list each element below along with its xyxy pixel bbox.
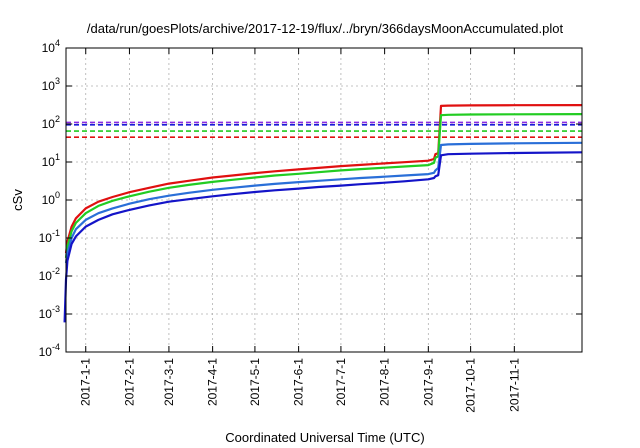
x-tick-label: 2017-9-1: [421, 358, 435, 406]
y-axis-label: cSv: [10, 189, 25, 211]
y-tick-label: 10-2: [39, 266, 60, 283]
series-line: [64, 113, 583, 259]
y-tick-label: 100: [42, 190, 60, 207]
y-tick-label: 10-1: [39, 228, 60, 245]
y-tick-label: 102: [42, 114, 60, 131]
y-tick-label: 103: [42, 76, 60, 93]
y-axis-ticks: 10-4 10-3 10-2 10-1 100 101 102 103 104: [39, 38, 582, 359]
y-tick-label: 104: [42, 38, 60, 55]
series-line: [63, 151, 583, 323]
x-tick-label: 2017-7-1: [334, 358, 348, 406]
x-tick-label: 2017-5-1: [248, 358, 262, 406]
y-tick-label: 101: [42, 152, 60, 169]
x-tick-label: 2017-11-1: [507, 358, 521, 412]
x-tick-label: 2017-1-1: [79, 358, 93, 406]
series-group: [63, 104, 583, 323]
x-tick-label: 2017-10-1: [464, 358, 478, 413]
x-tick-label: 2017-6-1: [292, 358, 306, 406]
y-tick-label: 10-4: [39, 342, 60, 359]
series-line: [64, 104, 583, 254]
x-tick-label: 2017-3-1: [162, 358, 176, 406]
threshold-lines: [66, 121, 582, 138]
x-axis-ticks: 2017-1-1 2017-2-1 2017-3-1 2017-4-1 2017-5-1…: [79, 48, 521, 413]
x-tick-label: 2017-8-1: [378, 358, 392, 406]
x-axis-label: Coordinated Universal Time (UTC): [225, 430, 424, 445]
y-tick-label: 10-3: [39, 304, 60, 321]
x-tick-label: 2017-2-1: [122, 358, 136, 406]
x-tick-label: 2017-4-1: [206, 358, 220, 406]
grid: [66, 48, 582, 352]
series-line: [64, 141, 583, 264]
chart-title: /data/run/goesPlots/archive/2017-12-19/f…: [87, 21, 564, 36]
